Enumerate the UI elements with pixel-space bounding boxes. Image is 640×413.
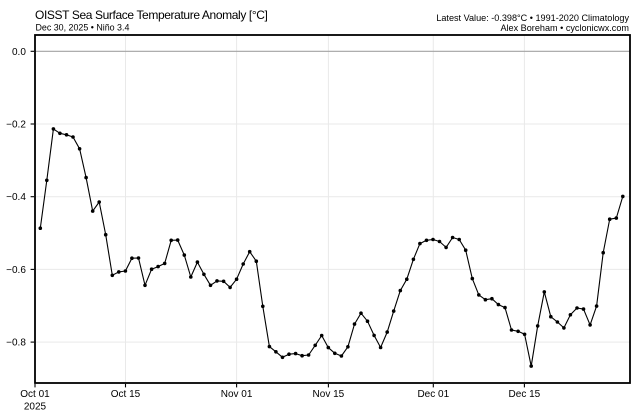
svg-text:Latest Value: -0.398°C • 1991-: Latest Value: -0.398°C • 1991-2020 Clima… (436, 13, 629, 23)
svg-text:−0.6: −0.6 (6, 265, 26, 276)
svg-text:Dec 30, 2025 • Niño 3.4: Dec 30, 2025 • Niño 3.4 (36, 23, 130, 33)
svg-text:0.0: 0.0 (12, 47, 26, 58)
svg-text:2025: 2025 (24, 402, 47, 413)
svg-text:OISST Sea Surface Temperature: OISST Sea Surface Temperature Anomaly [°… (35, 8, 268, 22)
svg-text:Oct 15: Oct 15 (111, 389, 141, 400)
svg-text:Alex Boreham • cyclonicwx.com: Alex Boreham • cyclonicwx.com (500, 23, 629, 33)
svg-text:Dec 01: Dec 01 (417, 389, 449, 400)
svg-text:−0.2: −0.2 (6, 120, 26, 131)
svg-text:−0.4: −0.4 (6, 192, 26, 203)
svg-text:Nov 15: Nov 15 (313, 389, 345, 400)
svg-text:Oct 01: Oct 01 (20, 389, 50, 400)
svg-text:Dec 15: Dec 15 (509, 389, 541, 400)
svg-text:−0.8: −0.8 (6, 338, 26, 349)
svg-text:Nov 01: Nov 01 (221, 389, 253, 400)
